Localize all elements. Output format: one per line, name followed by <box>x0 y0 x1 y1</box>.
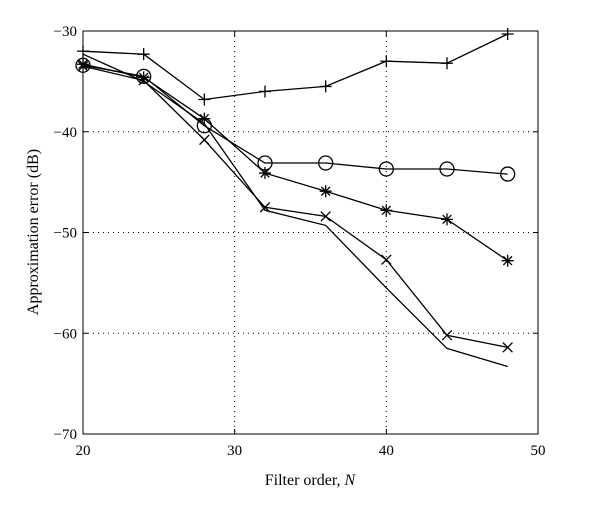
star-marker <box>77 58 89 71</box>
plus-marker <box>198 93 211 106</box>
x-tick-labels: 20 30 40 50 <box>76 443 546 459</box>
axis-ticks <box>82 30 539 435</box>
plus-marker <box>77 45 89 58</box>
series-plus <box>77 28 514 106</box>
star-marker <box>198 112 211 125</box>
y-tick-label: −30 <box>54 24 77 40</box>
y-axis-label: Approximation error (dB) <box>25 149 42 315</box>
series-line <box>82 53 508 368</box>
cross-marker <box>77 61 89 72</box>
series-line <box>82 63 509 262</box>
plus-marker <box>137 48 150 61</box>
x-axis-label-variable: N <box>344 472 357 489</box>
x-tick-label: 40 <box>379 443 394 459</box>
x-tick-label: 20 <box>76 443 91 459</box>
plot-frame <box>82 30 539 435</box>
series-cross <box>77 61 513 353</box>
x-axis-label: Filter order, N <box>265 472 357 489</box>
grid-lines <box>83 31 538 434</box>
cross-marker <box>502 342 513 353</box>
y-tick-label: −50 <box>54 226 77 242</box>
y-tick-label: −70 <box>54 427 77 443</box>
y-tick-labels: −30 −40 −50 −60 −70 <box>54 24 77 443</box>
series-line <box>82 33 508 101</box>
cross-marker <box>441 330 453 341</box>
plus-marker <box>380 55 393 68</box>
y-tick-label: −40 <box>54 125 77 141</box>
y-tick-label: −60 <box>54 326 77 342</box>
star-marker <box>259 167 271 180</box>
star-marker <box>501 254 514 267</box>
cross-marker <box>381 254 392 265</box>
star-marker <box>380 204 393 217</box>
star-marker <box>319 185 332 198</box>
x-tick-label: 30 <box>227 443 242 459</box>
cross-marker <box>320 211 331 222</box>
plus-marker <box>319 80 332 93</box>
circle-marker <box>500 166 516 182</box>
star-marker <box>137 71 150 84</box>
x-axis-label-text: Filter order, <box>265 472 345 489</box>
plus-marker <box>501 28 514 41</box>
series-layer <box>75 28 516 368</box>
series-star <box>77 58 514 267</box>
circle-marker <box>439 161 455 177</box>
plus-marker <box>259 85 271 98</box>
series-none <box>82 53 508 368</box>
plus-marker <box>441 57 453 70</box>
x-tick-label: 50 <box>531 443 546 459</box>
star-marker <box>441 213 453 226</box>
series-line <box>82 64 508 175</box>
circle-marker <box>318 155 334 171</box>
cross-marker <box>199 134 210 146</box>
circle-marker <box>378 161 394 177</box>
series-line <box>82 65 508 349</box>
